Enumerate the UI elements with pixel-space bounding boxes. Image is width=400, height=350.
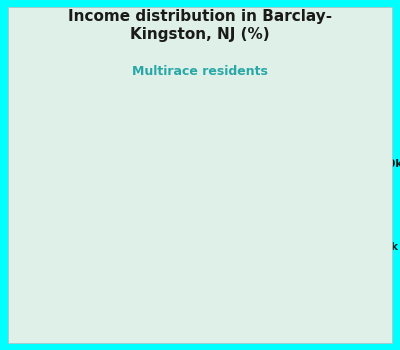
Text: $20k: $20k (128, 121, 220, 146)
Text: $200k: $200k (133, 301, 222, 332)
Text: $50k: $50k (74, 270, 264, 311)
Wedge shape (200, 159, 298, 224)
Text: > $200k: > $200k (176, 149, 400, 169)
Text: $60k: $60k (180, 302, 311, 332)
Text: $75k: $75k (27, 222, 278, 265)
Text: Multirace residents: Multirace residents (132, 65, 268, 78)
Wedge shape (200, 121, 255, 224)
Text: $150k: $150k (22, 159, 250, 169)
Wedge shape (100, 145, 200, 224)
Wedge shape (200, 192, 303, 250)
Wedge shape (134, 121, 200, 224)
Text: $100k: $100k (122, 224, 398, 252)
Text: $40k: $40k (17, 186, 268, 210)
Wedge shape (145, 224, 200, 327)
Text: Income distribution in Barclay-
Kingston, NJ (%): Income distribution in Barclay- Kingston… (68, 9, 332, 42)
Wedge shape (200, 224, 300, 307)
Wedge shape (113, 224, 200, 311)
Text: City-Data.com: City-Data.com (237, 124, 307, 134)
Text: $10k: $10k (135, 181, 391, 210)
Text: $30k: $30k (129, 256, 385, 282)
Wedge shape (97, 198, 200, 250)
Wedge shape (200, 224, 260, 327)
Wedge shape (200, 137, 279, 224)
Wedge shape (100, 224, 200, 279)
Text: $125k: $125k (146, 281, 375, 309)
